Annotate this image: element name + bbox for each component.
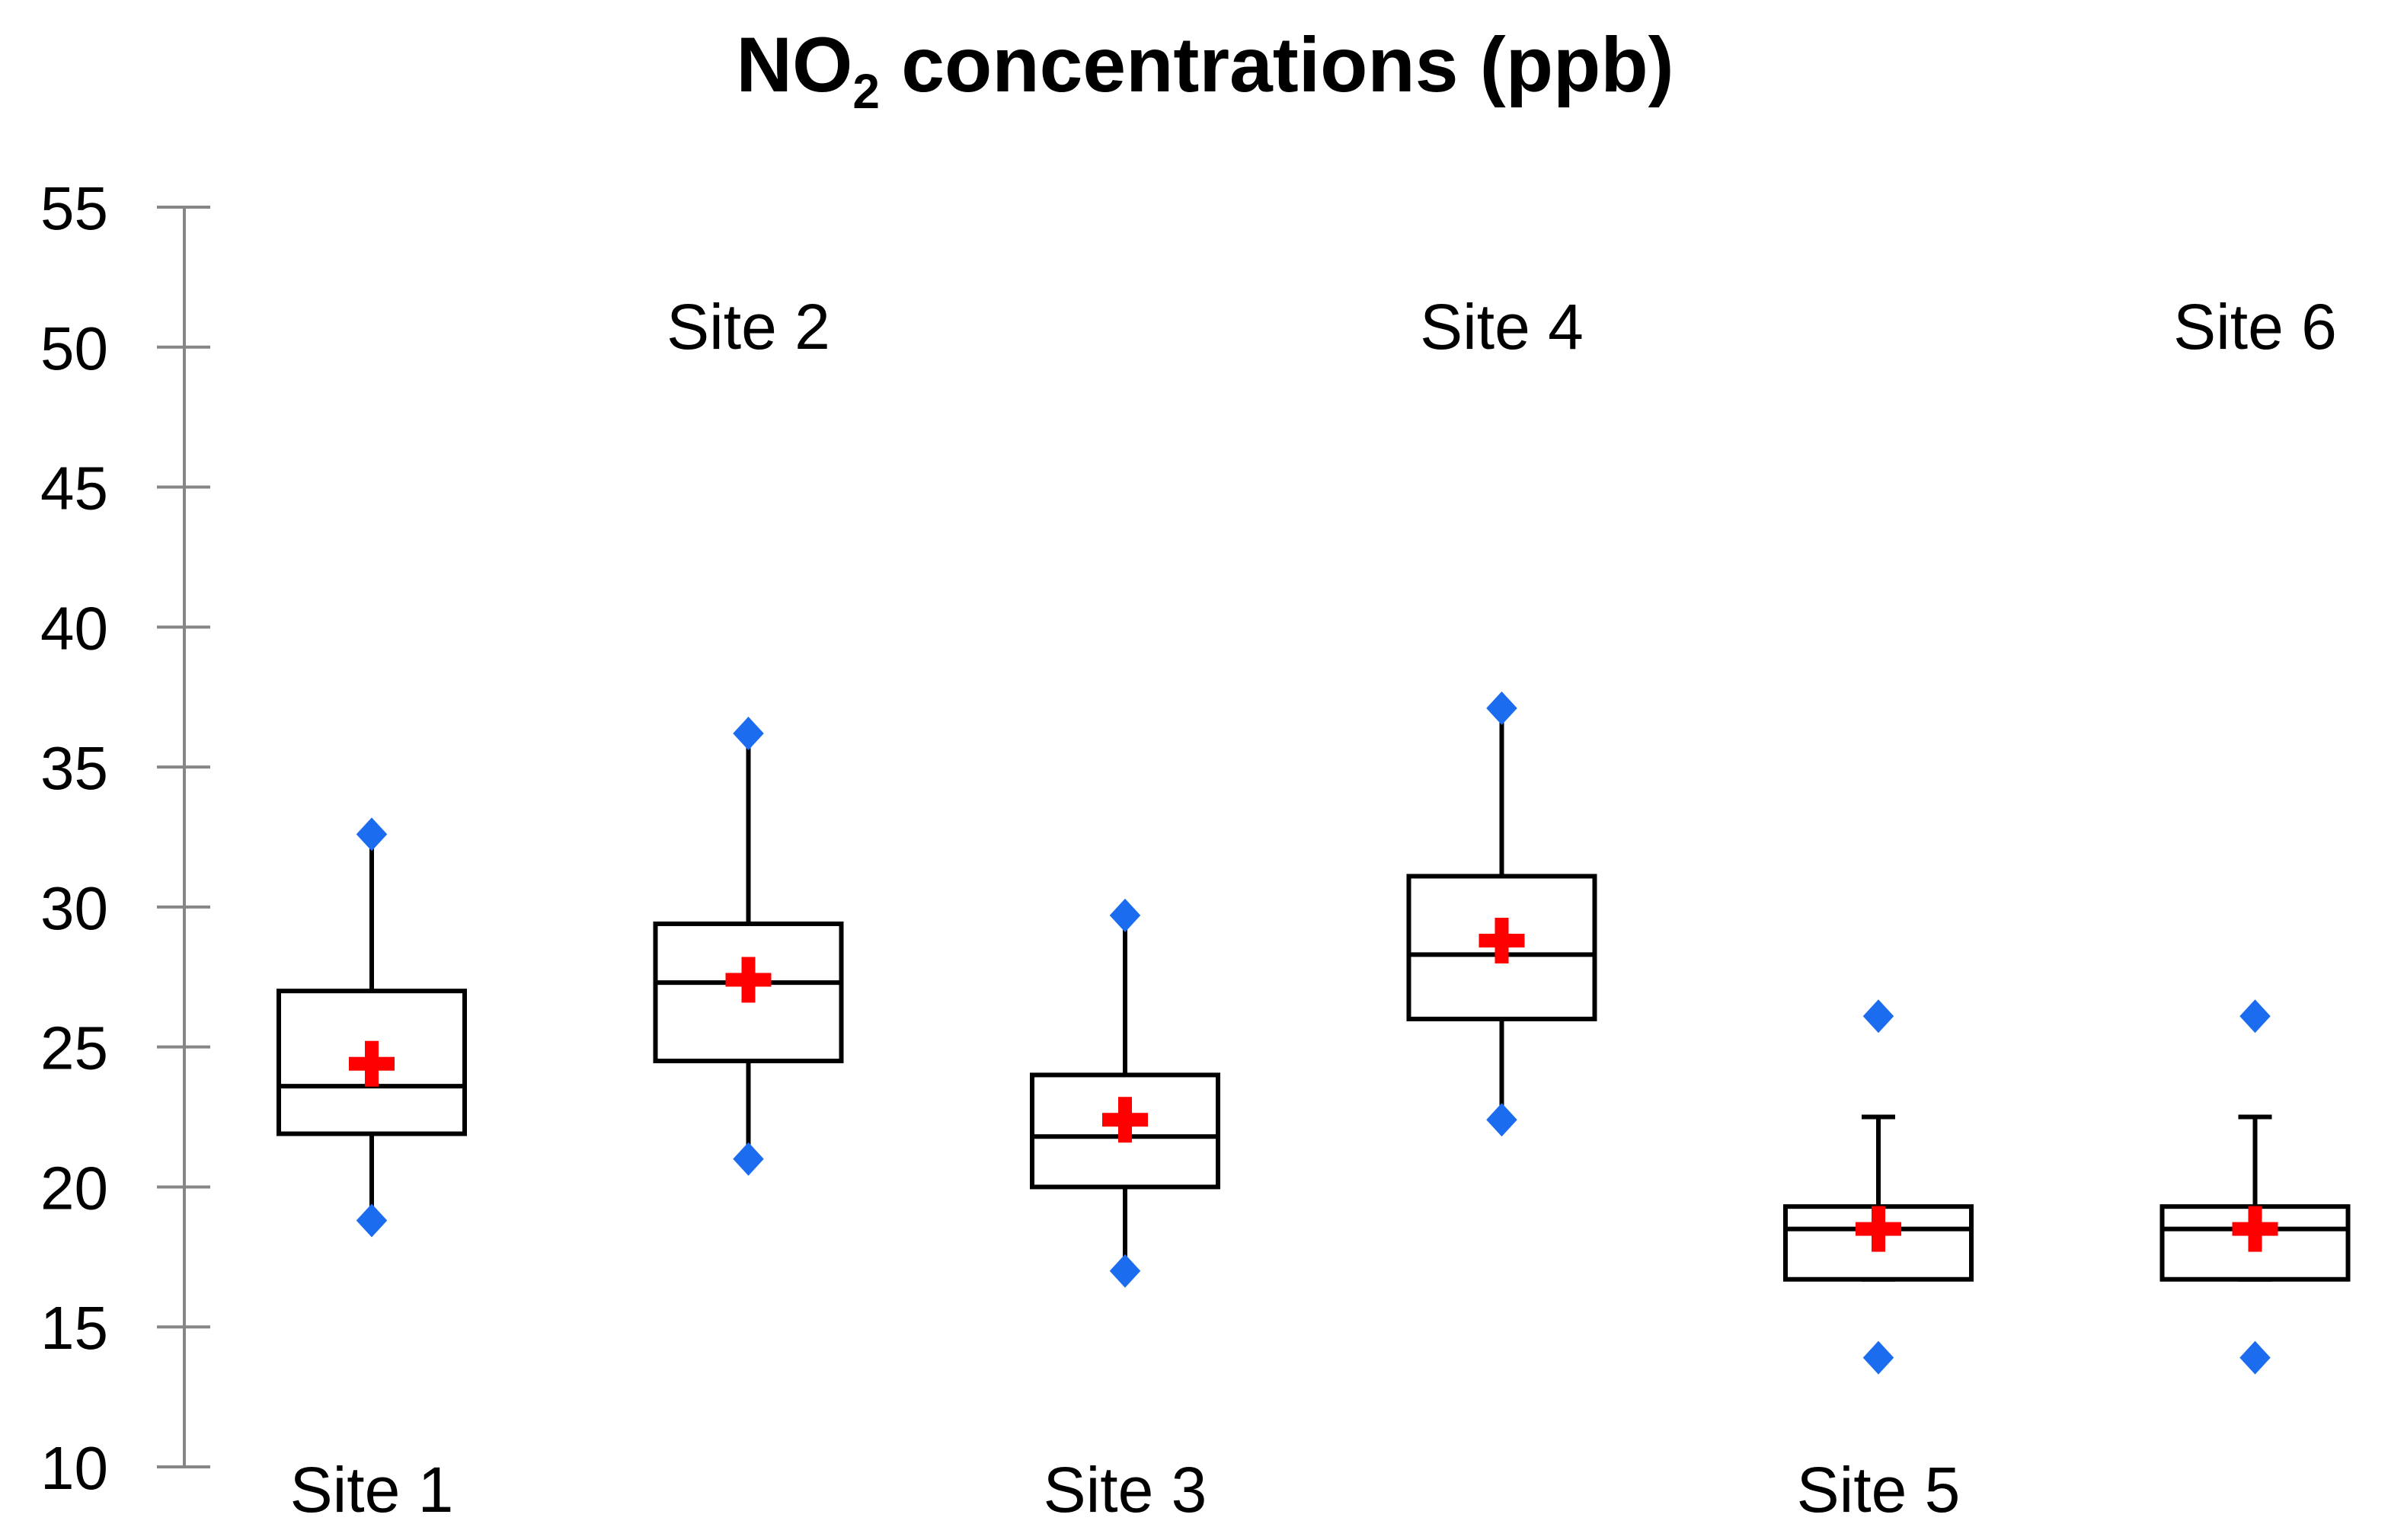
min-marker	[733, 1142, 764, 1176]
site-label: Site 3	[1044, 1454, 1207, 1526]
site-label: Site 6	[2173, 291, 2337, 363]
max-marker	[733, 717, 764, 751]
y-tick-label: 40	[40, 594, 108, 662]
box-group	[277, 817, 467, 1238]
y-tick-label: 35	[40, 734, 108, 802]
box-group	[1030, 898, 1220, 1288]
max-marker	[1109, 898, 1141, 932]
mean-marker-vertical	[1494, 917, 1509, 963]
site-label: Site 1	[290, 1454, 454, 1526]
box-group	[1783, 999, 1974, 1375]
mean-marker-vertical	[2248, 1206, 2262, 1252]
y-tick-label: 20	[40, 1154, 108, 1222]
max-marker	[1486, 691, 1517, 725]
chart-title-subscript: 2	[852, 64, 880, 119]
min-marker	[2239, 1340, 2271, 1375]
y-tick-label: 30	[40, 874, 108, 942]
y-tick-label: 25	[40, 1014, 108, 1082]
y-tick-label: 15	[40, 1294, 108, 1362]
y-axis: 10 15 20 25 30 35 40 45 50 55	[40, 174, 210, 1502]
mean-marker-vertical	[1118, 1097, 1132, 1143]
max-marker	[356, 817, 388, 851]
mean-marker-vertical	[365, 1040, 379, 1087]
y-tick-label: 55	[40, 174, 108, 242]
mean-marker-vertical	[741, 957, 756, 1003]
box-group	[2159, 999, 2351, 1375]
box-group	[1406, 691, 1597, 1137]
min-marker	[1486, 1103, 1517, 1137]
site-label: Site 2	[667, 291, 830, 363]
mean-marker-vertical	[1872, 1206, 1885, 1252]
chart-title: NO2 concentrations (ppb)	[736, 21, 1674, 119]
min-marker	[1862, 1340, 1894, 1375]
box-group	[653, 717, 844, 1176]
min-marker	[356, 1203, 388, 1238]
max-marker	[1862, 999, 1894, 1034]
y-tick-label: 45	[40, 455, 108, 522]
y-tick-label: 10	[40, 1434, 108, 1502]
site-label: Site 5	[1797, 1454, 1961, 1526]
y-tick-label: 50	[40, 315, 108, 382]
min-marker	[1109, 1254, 1141, 1288]
chart-title-suffix: concentrations (ppb)	[880, 21, 1674, 108]
plot-area	[277, 691, 2351, 1375]
site-label: Site 4	[1420, 291, 1584, 363]
max-marker	[2239, 999, 2271, 1034]
chart-title-main: NO	[736, 21, 852, 108]
